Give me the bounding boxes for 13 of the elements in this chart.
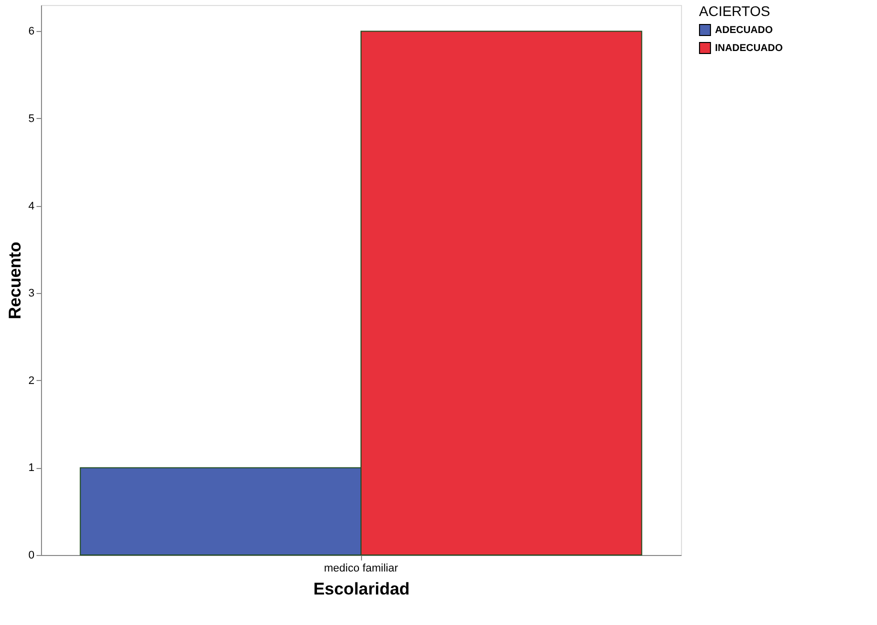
- y-tick-label: 5: [28, 112, 34, 125]
- y-tick-label: 2: [28, 374, 34, 387]
- y-tick-label: 0: [28, 550, 34, 562]
- y-axis-title: Recuento: [5, 242, 24, 320]
- x-axis-title: Escolaridad: [313, 580, 410, 598]
- legend-label: INADECUADO: [715, 43, 783, 54]
- y-tick-label: 4: [28, 200, 34, 212]
- y-tick-label: 3: [28, 288, 34, 300]
- x-tick-label: medico familiar: [324, 562, 398, 574]
- y-tick-label: 1: [28, 462, 34, 474]
- legend-label: ADECUADO: [715, 25, 773, 36]
- y-tick-label: 6: [28, 26, 34, 38]
- legend-title: ACIERTOS: [699, 3, 770, 19]
